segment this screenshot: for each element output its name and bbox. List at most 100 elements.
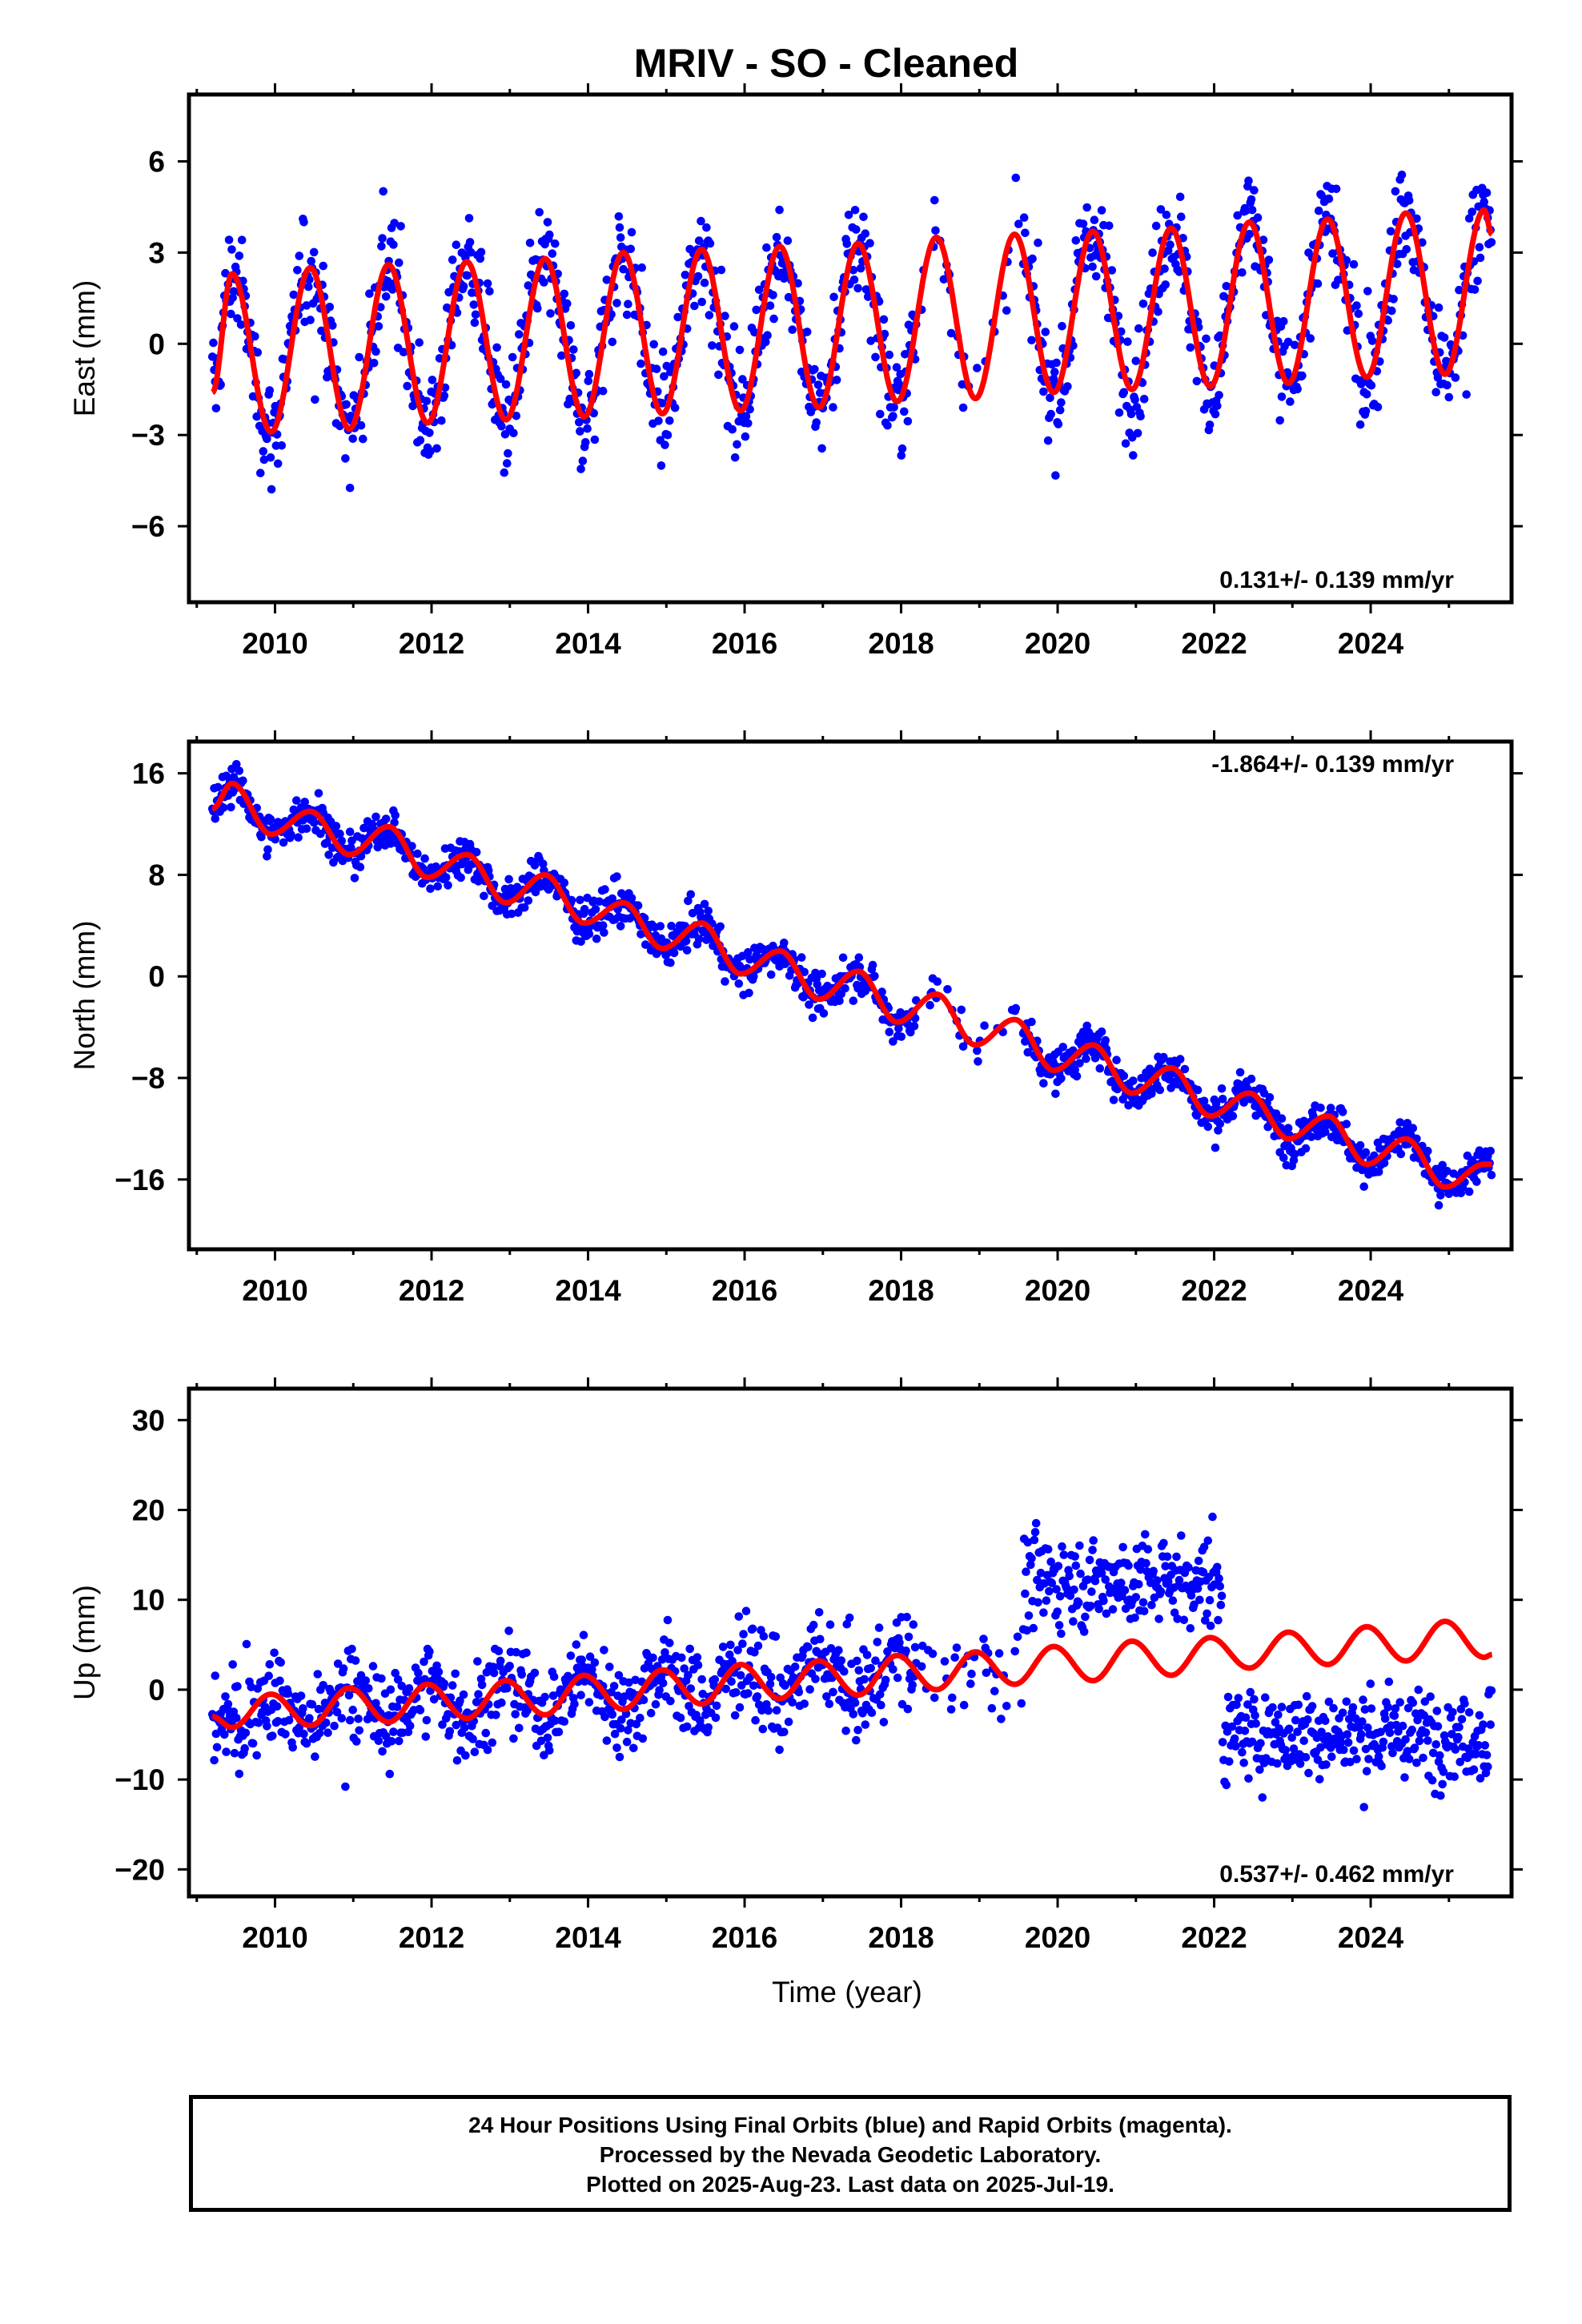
data-point <box>666 958 675 967</box>
data-point <box>1057 1074 1066 1083</box>
data-point <box>221 268 230 278</box>
data-point <box>730 453 740 462</box>
data-point <box>429 1695 439 1704</box>
data-point <box>852 1735 861 1745</box>
data-point <box>657 399 667 408</box>
data-point <box>227 245 236 254</box>
data-layer <box>208 760 1496 1210</box>
data-point <box>733 440 741 449</box>
data-point <box>267 485 276 494</box>
data-point <box>1136 412 1145 421</box>
data-point <box>860 1675 869 1684</box>
data-point <box>1480 197 1488 207</box>
data-point <box>1403 1747 1412 1755</box>
data-point <box>1464 1708 1474 1717</box>
data-point <box>734 979 744 988</box>
data-point <box>1244 1774 1253 1783</box>
data-point <box>1342 1697 1351 1707</box>
data-point <box>319 261 328 271</box>
data-point <box>378 1747 387 1756</box>
data-point <box>711 1713 721 1723</box>
data-point <box>525 239 535 247</box>
data-point <box>1376 1727 1385 1737</box>
data-point <box>1014 219 1023 229</box>
data-point <box>1168 1596 1178 1605</box>
data-point <box>804 1642 813 1651</box>
data-point <box>257 832 266 842</box>
data-point <box>1131 356 1141 366</box>
data-point <box>577 1655 586 1664</box>
data-point <box>1049 374 1058 384</box>
data-point <box>515 1723 524 1733</box>
data-point <box>330 1721 339 1731</box>
data-point <box>476 254 485 263</box>
data-point <box>897 444 907 453</box>
data-point <box>1039 1608 1048 1617</box>
data-point <box>1173 1614 1182 1623</box>
data-point <box>273 1717 283 1726</box>
data-point <box>652 364 661 374</box>
data-point <box>460 1723 469 1732</box>
data-point <box>903 1704 913 1714</box>
data-point <box>708 341 717 350</box>
data-point <box>1367 381 1376 390</box>
caption-line-1: 24 Hour Positions Using Final Orbits (bl… <box>468 2113 1232 2137</box>
data-point <box>861 1720 870 1729</box>
data-point <box>304 282 313 292</box>
data-point <box>1030 1535 1039 1545</box>
data-point <box>1374 1168 1383 1176</box>
data-point <box>1121 439 1130 448</box>
data-point <box>1427 1775 1437 1785</box>
data-point <box>1436 1791 1445 1800</box>
data-point <box>958 380 967 389</box>
data-point <box>503 459 512 468</box>
data-point <box>266 814 275 824</box>
data-point <box>361 1676 371 1685</box>
data-point <box>1362 390 1371 399</box>
data-point <box>1331 184 1341 194</box>
data-point <box>763 331 772 340</box>
data-point <box>213 782 223 792</box>
data-point <box>797 953 806 962</box>
data-point <box>1043 436 1053 445</box>
data-point <box>1027 1017 1036 1027</box>
data-point <box>1105 221 1114 231</box>
data-point <box>688 909 697 918</box>
data-point <box>895 380 904 389</box>
data-point <box>524 896 533 905</box>
data-point <box>1431 388 1440 397</box>
data-point <box>750 1648 759 1657</box>
data-point <box>1348 1703 1358 1712</box>
data-point <box>794 1687 804 1697</box>
data-point <box>705 311 714 320</box>
data-point <box>396 222 405 231</box>
data-point <box>481 1728 491 1738</box>
data-point <box>348 1705 358 1715</box>
data-point <box>849 996 858 1005</box>
data-point <box>256 468 265 477</box>
data-point <box>1199 1568 1208 1577</box>
data-point <box>1480 1741 1490 1750</box>
data-point <box>1275 416 1284 425</box>
data-point <box>616 233 625 242</box>
x-tick-label: 2024 <box>1338 1921 1404 1954</box>
data-point <box>1175 192 1185 202</box>
data-point <box>1400 1773 1409 1782</box>
data-point <box>676 1713 685 1723</box>
data-point <box>232 760 241 769</box>
data-point <box>693 1653 702 1662</box>
data-point <box>752 305 761 315</box>
data-point <box>1283 337 1293 347</box>
data-point <box>379 187 388 196</box>
data-point <box>600 1646 608 1655</box>
data-point <box>420 1657 428 1667</box>
data-point <box>389 1727 398 1736</box>
data-point <box>1294 1700 1303 1710</box>
data-point <box>1479 1720 1488 1729</box>
data-point <box>1099 1596 1108 1606</box>
data-point <box>853 283 862 293</box>
data-point <box>522 1648 531 1658</box>
data-point <box>730 1711 740 1720</box>
data-point <box>1238 1747 1247 1757</box>
data-point <box>877 987 886 996</box>
